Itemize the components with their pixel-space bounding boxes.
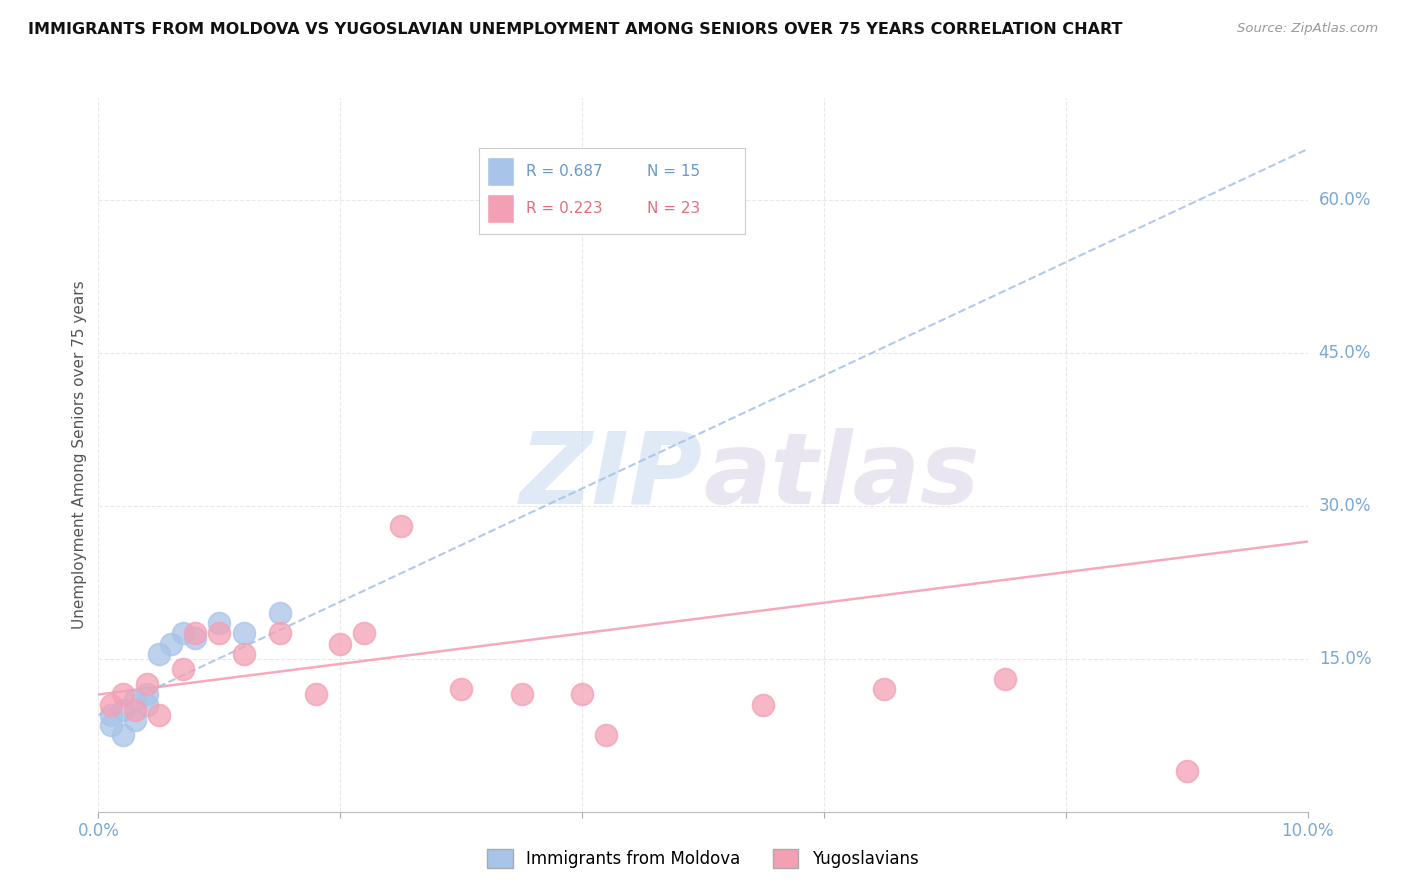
Point xyxy=(124,692,146,706)
Point xyxy=(208,626,231,640)
Point xyxy=(184,632,207,646)
Point xyxy=(269,626,291,640)
Point xyxy=(208,616,231,631)
Point xyxy=(111,728,134,742)
Point xyxy=(124,703,146,717)
Legend: Immigrants from Moldova, Yugoslavians: Immigrants from Moldova, Yugoslavians xyxy=(481,843,925,875)
Text: 60.0%: 60.0% xyxy=(1319,191,1371,209)
Point xyxy=(184,626,207,640)
Point xyxy=(232,626,254,640)
Point xyxy=(111,688,134,702)
Point xyxy=(752,698,775,712)
Point xyxy=(124,713,146,727)
Point xyxy=(353,626,375,640)
Text: 45.0%: 45.0% xyxy=(1319,344,1371,362)
Point xyxy=(100,718,122,732)
Point xyxy=(100,707,122,722)
Point xyxy=(329,636,352,650)
Text: 15.0%: 15.0% xyxy=(1319,649,1371,668)
Point xyxy=(269,606,291,620)
Point xyxy=(450,682,472,697)
Text: 30.0%: 30.0% xyxy=(1319,497,1371,515)
Point xyxy=(148,707,170,722)
Point xyxy=(160,636,183,650)
Point xyxy=(172,626,194,640)
Y-axis label: Unemployment Among Seniors over 75 years: Unemployment Among Seniors over 75 years xyxy=(72,281,87,629)
Point xyxy=(994,672,1017,686)
Point xyxy=(135,698,157,712)
Point xyxy=(135,688,157,702)
Text: atlas: atlas xyxy=(703,428,980,524)
Point xyxy=(873,682,896,697)
Point xyxy=(305,688,328,702)
Text: Source: ZipAtlas.com: Source: ZipAtlas.com xyxy=(1237,22,1378,36)
Text: IMMIGRANTS FROM MOLDOVA VS YUGOSLAVIAN UNEMPLOYMENT AMONG SENIORS OVER 75 YEARS : IMMIGRANTS FROM MOLDOVA VS YUGOSLAVIAN U… xyxy=(28,22,1122,37)
Point xyxy=(571,688,593,702)
Point xyxy=(232,647,254,661)
Text: ZIP: ZIP xyxy=(520,428,703,524)
Point xyxy=(1175,764,1198,778)
Point xyxy=(148,647,170,661)
Point xyxy=(135,677,157,691)
Point xyxy=(595,728,617,742)
Point xyxy=(510,688,533,702)
Point xyxy=(172,662,194,676)
Point xyxy=(389,519,412,533)
Point xyxy=(111,703,134,717)
Point xyxy=(100,698,122,712)
